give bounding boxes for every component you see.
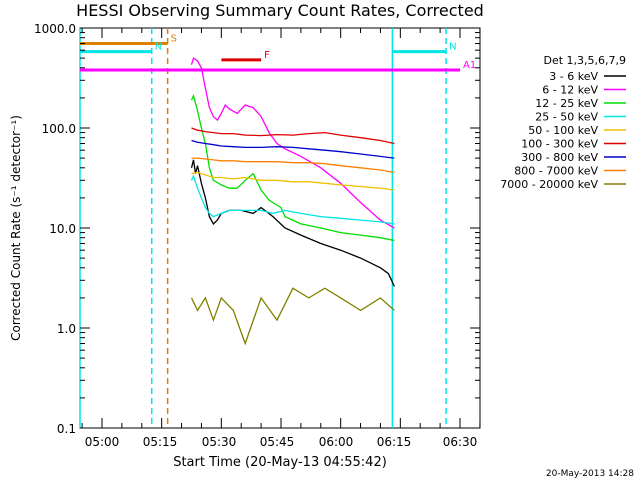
legend-entry-label: 3 - 6 keV	[549, 70, 598, 83]
y-tick-label: 10.0	[49, 222, 76, 236]
legend-entry-label: 12 - 25 keV	[535, 97, 598, 110]
x-tick-label: 06:15	[377, 435, 412, 449]
state-bar-label: A1	[463, 60, 476, 71]
x-tick-label: 05:15	[143, 435, 178, 449]
legend-title: Det 1,3,5,6,7,9	[543, 54, 626, 67]
series-line	[190, 93, 395, 242]
vertical-markers	[79, 28, 447, 428]
series-line	[190, 174, 395, 225]
x-tick-label: 06:00	[319, 435, 354, 449]
legend-entry-label: 100 - 300 keV	[521, 138, 598, 151]
series-line	[190, 57, 395, 229]
legend-entry-label: 6 - 12 keV	[542, 84, 598, 97]
y-tick-label: 100.0	[42, 122, 76, 136]
legend-entry-label: 800 - 7000 keV	[514, 165, 598, 178]
x-tick-labels: 05:00 05:15 05:30 05:45 06:00 06:15 06:3…	[85, 435, 478, 449]
legend-entry-label: 7000 - 20000 keV	[500, 178, 598, 191]
x-tick-label: 05:30	[202, 435, 237, 449]
x-tick-label: 05:45	[260, 435, 295, 449]
state-bar-label: N	[155, 42, 162, 53]
plot-frame	[79, 27, 481, 429]
y-tick-label: 1.0	[57, 322, 76, 336]
series-line	[191, 157, 395, 174]
y-tick-labels: 1000.0 100.0 10.0 1.0 0.1	[34, 22, 76, 436]
y-axis-label: Corrected Count Rate (s⁻¹ detector⁻¹)	[9, 115, 23, 341]
state-bar-label: F	[264, 50, 270, 61]
series-line	[191, 171, 395, 191]
x-tick-label: 06:30	[443, 435, 478, 449]
x-tick-label: 05:00	[85, 435, 120, 449]
y-ticks	[80, 27, 480, 429]
chart-title: HESSI Observing Summary Count Rates, Cor…	[76, 1, 484, 20]
x-ticks	[81, 28, 481, 428]
legend-entry-label: 50 - 100 keV	[528, 124, 598, 137]
x-axis-label: Start Time (20-May-13 04:55:42)	[173, 455, 387, 470]
series-line	[190, 287, 395, 346]
y-tick-label: 1000.0	[34, 22, 76, 36]
state-bar-label: S	[171, 33, 177, 44]
legend-entry-label: 300 - 800 keV	[521, 151, 598, 164]
footer-timestamp: 20-May-2013 14:28	[546, 469, 634, 479]
series-line	[190, 159, 395, 287]
y-tick-label: 0.1	[57, 422, 76, 436]
state-bar-label: N	[449, 42, 456, 53]
legend-entry-label: 25 - 50 keV	[535, 111, 598, 124]
series-lines	[190, 57, 395, 346]
series-line	[191, 127, 395, 145]
series-line	[191, 139, 395, 159]
